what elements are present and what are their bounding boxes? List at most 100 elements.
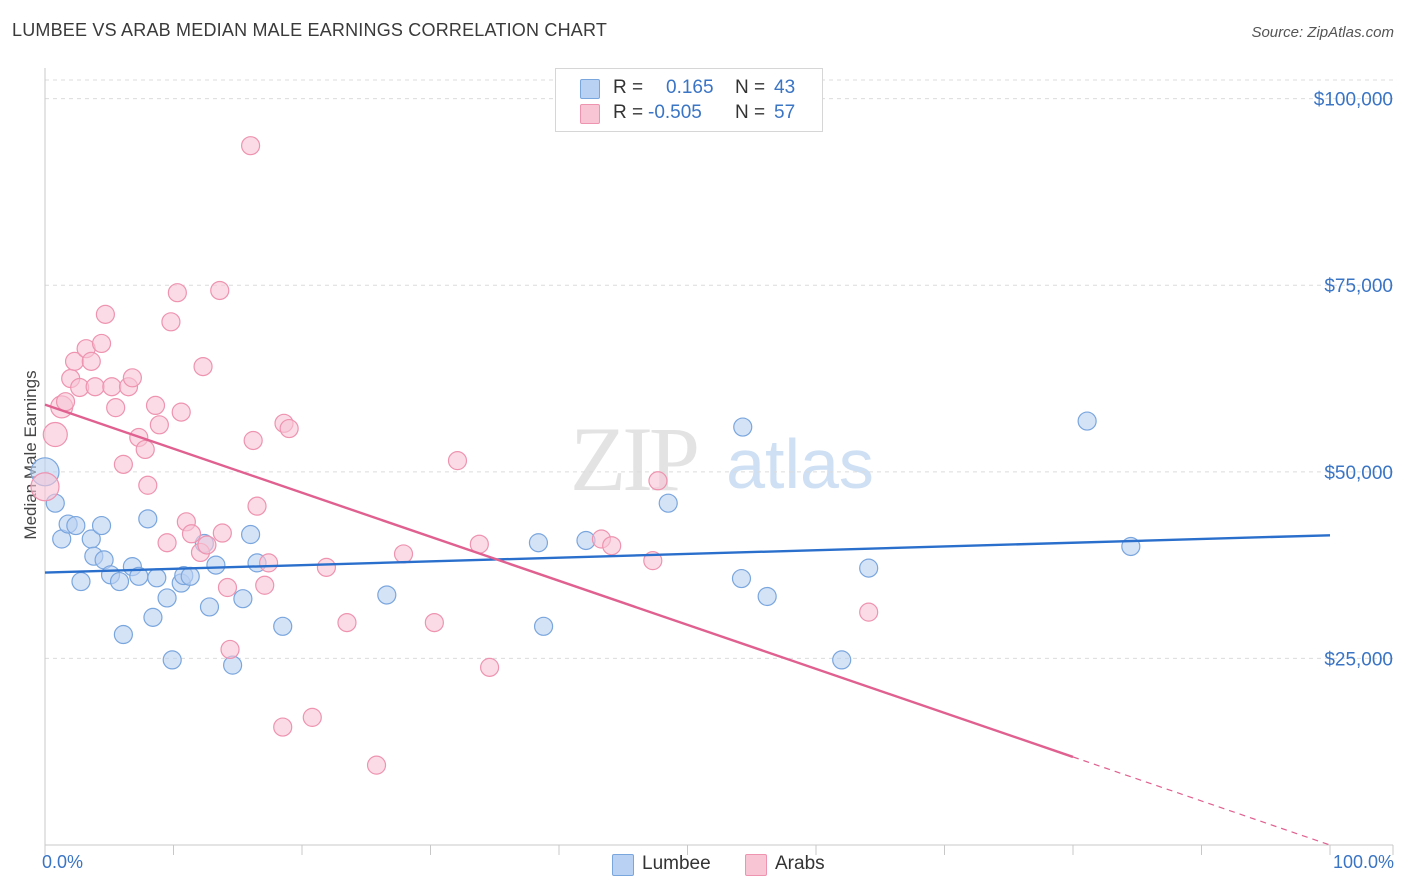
watermark-zip: ZIP bbox=[570, 408, 697, 510]
point-arabs bbox=[30, 472, 60, 502]
point-lumbee bbox=[533, 616, 554, 636]
point-arabs bbox=[167, 283, 187, 303]
point-lumbee bbox=[223, 655, 243, 675]
point-lumbee bbox=[143, 607, 163, 627]
point-lumbee bbox=[138, 509, 158, 529]
legend-n-value: 43 bbox=[774, 77, 796, 98]
point-arabs bbox=[220, 639, 240, 660]
point-arabs bbox=[602, 536, 622, 556]
point-arabs bbox=[217, 577, 238, 598]
points-layer bbox=[30, 136, 1141, 775]
point-lumbee bbox=[273, 616, 293, 636]
point-arabs bbox=[480, 657, 500, 677]
source-credit: Source: ZipAtlas.com bbox=[1251, 24, 1394, 41]
y-tick-label: $25,000 bbox=[1324, 649, 1393, 670]
legend-n-label: N = bbox=[735, 77, 766, 98]
legend-r-value: 0.165 bbox=[666, 77, 714, 98]
point-arabs bbox=[106, 398, 126, 418]
point-lumbee bbox=[180, 566, 200, 586]
point-arabs bbox=[157, 533, 177, 553]
point-arabs bbox=[241, 136, 261, 156]
legend-n-label: N = bbox=[735, 102, 766, 123]
point-arabs bbox=[212, 523, 232, 543]
point-arabs bbox=[255, 575, 275, 595]
point-lumbee bbox=[147, 568, 167, 588]
legend-n-value: 57 bbox=[774, 102, 796, 123]
point-lumbee bbox=[757, 586, 777, 607]
point-lumbee bbox=[1077, 411, 1097, 431]
point-arabs bbox=[193, 356, 213, 377]
legend-r-value: -0.505 bbox=[648, 102, 702, 123]
point-arabs bbox=[859, 602, 879, 622]
point-arabs bbox=[210, 280, 230, 301]
point-lumbee bbox=[377, 585, 397, 605]
axis-layer: $100,000 $75,000 $50,000 $25,000 bbox=[44, 68, 1394, 855]
point-lumbee bbox=[206, 555, 226, 575]
point-arabs bbox=[81, 351, 101, 371]
point-lumbee bbox=[71, 571, 91, 592]
x-tick-max: 100.0% bbox=[1332, 852, 1394, 872]
point-arabs bbox=[258, 553, 279, 573]
point-lumbee bbox=[162, 650, 182, 670]
point-arabs bbox=[91, 333, 112, 354]
point-arabs bbox=[85, 377, 105, 397]
point-arabs bbox=[181, 524, 202, 544]
point-lumbee bbox=[731, 568, 752, 589]
point-lumbee bbox=[109, 571, 130, 592]
point-arabs bbox=[247, 496, 267, 516]
series-swatch-arabs bbox=[745, 854, 767, 876]
y-tick-label: $75,000 bbox=[1324, 276, 1393, 297]
legend-r-label: R = bbox=[613, 77, 644, 98]
point-arabs bbox=[273, 717, 293, 737]
trendline-arabs bbox=[44, 403, 1074, 759]
point-arabs bbox=[42, 421, 68, 448]
point-arabs bbox=[197, 535, 217, 555]
point-lumbee bbox=[113, 624, 133, 645]
point-arabs bbox=[366, 755, 387, 775]
point-arabs bbox=[302, 707, 322, 727]
point-lumbee bbox=[66, 515, 86, 536]
series-label-arabs: Arabs bbox=[775, 853, 825, 874]
series-label-lumbee: Lumbee bbox=[642, 853, 711, 874]
point-arabs bbox=[337, 612, 357, 633]
point-lumbee bbox=[157, 588, 177, 608]
point-lumbee bbox=[528, 533, 549, 553]
series-swatch-lumbee bbox=[612, 854, 634, 876]
point-lumbee bbox=[241, 524, 261, 545]
point-arabs bbox=[113, 454, 133, 474]
point-lumbee bbox=[859, 558, 879, 578]
point-arabs bbox=[138, 475, 158, 495]
chart-title: LUMBEE VS ARAB MEDIAN MALE EARNINGS CORR… bbox=[12, 20, 608, 40]
y-tick-label: $50,000 bbox=[1324, 463, 1393, 484]
trend-layer bbox=[44, 403, 1331, 846]
point-arabs bbox=[424, 612, 444, 633]
point-arabs bbox=[316, 557, 337, 577]
grid-layer bbox=[45, 79, 1393, 659]
point-arabs bbox=[95, 304, 115, 324]
trendline-lumbee bbox=[44, 534, 1331, 574]
point-arabs bbox=[161, 312, 181, 332]
point-lumbee bbox=[233, 589, 253, 609]
x-tick-min: 0.0% bbox=[42, 852, 84, 872]
point-lumbee bbox=[91, 515, 112, 536]
trendline-extension-arabs bbox=[1072, 756, 1331, 846]
correlation-legend: R = 0.165 N = 43 R = -0.505 N = 57 bbox=[555, 68, 823, 132]
point-arabs bbox=[648, 471, 668, 491]
point-arabs bbox=[243, 430, 263, 451]
point-lumbee bbox=[199, 597, 220, 617]
point-arabs bbox=[171, 402, 191, 422]
point-arabs bbox=[135, 439, 155, 460]
y-tick-label: $100,000 bbox=[1314, 90, 1393, 111]
point-lumbee bbox=[658, 493, 678, 513]
legend-swatch-lumbee bbox=[580, 79, 600, 99]
point-arabs bbox=[279, 418, 299, 439]
point-arabs bbox=[149, 415, 169, 435]
legend-swatch-arabs bbox=[580, 104, 600, 124]
point-arabs bbox=[102, 377, 122, 397]
point-arabs bbox=[447, 451, 468, 471]
point-lumbee bbox=[832, 650, 852, 670]
point-arabs bbox=[122, 368, 142, 388]
point-arabs bbox=[55, 392, 76, 412]
legend-r-label: R = bbox=[613, 102, 644, 123]
